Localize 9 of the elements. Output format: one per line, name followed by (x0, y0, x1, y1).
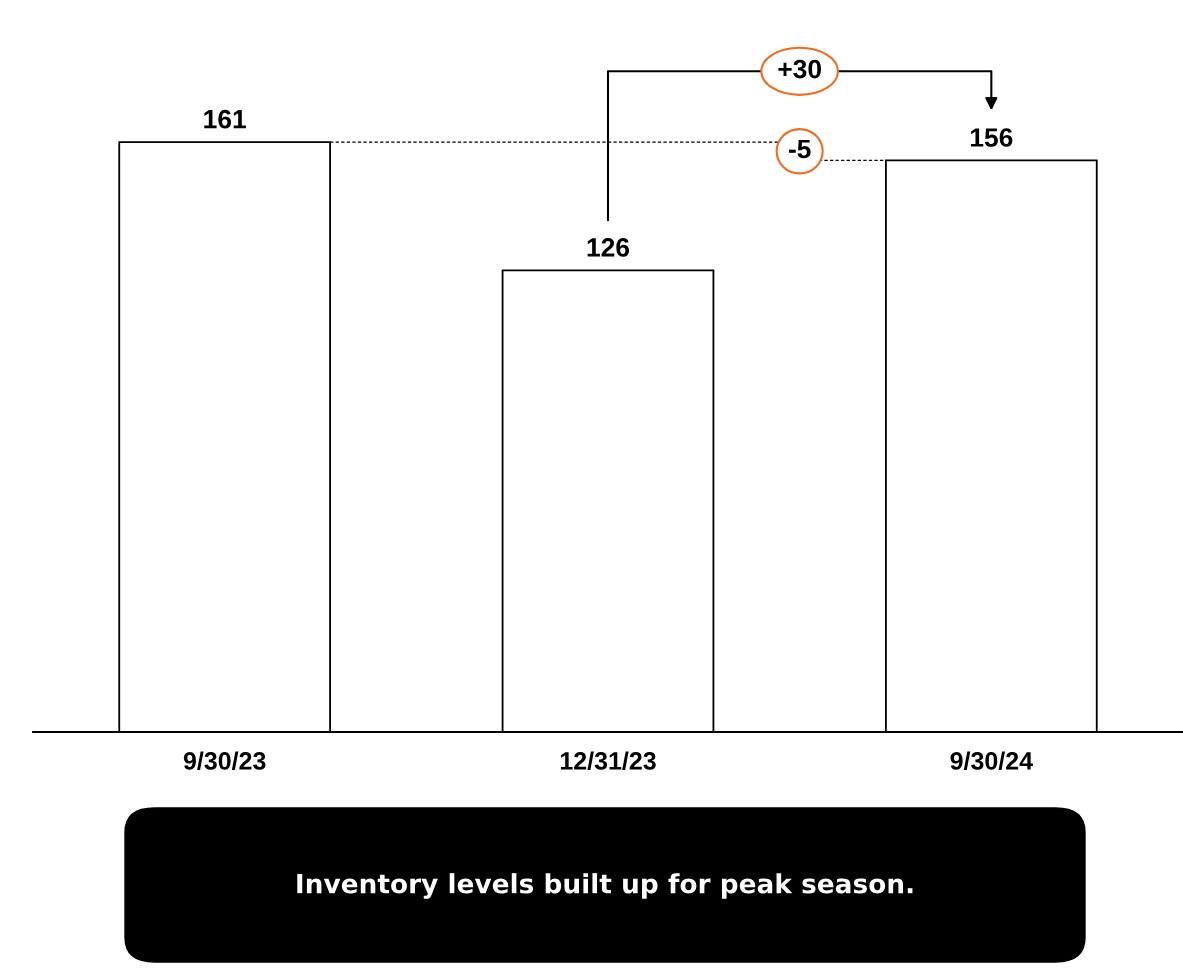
data-label: 126 (587, 238, 630, 257)
annotation: -5 (788, 139, 811, 159)
x-tick-label: 9/30/24 (950, 751, 1033, 771)
x-tick-label: 12/31/23 (560, 751, 656, 771)
x-tick-label: 9/30/23 (183, 751, 266, 771)
text: Inventory levels built up for peak season. (297, 873, 913, 899)
text: +30 (778, 59, 821, 79)
data-label: 161 (204, 109, 246, 129)
data-label: 156 (970, 128, 1013, 147)
